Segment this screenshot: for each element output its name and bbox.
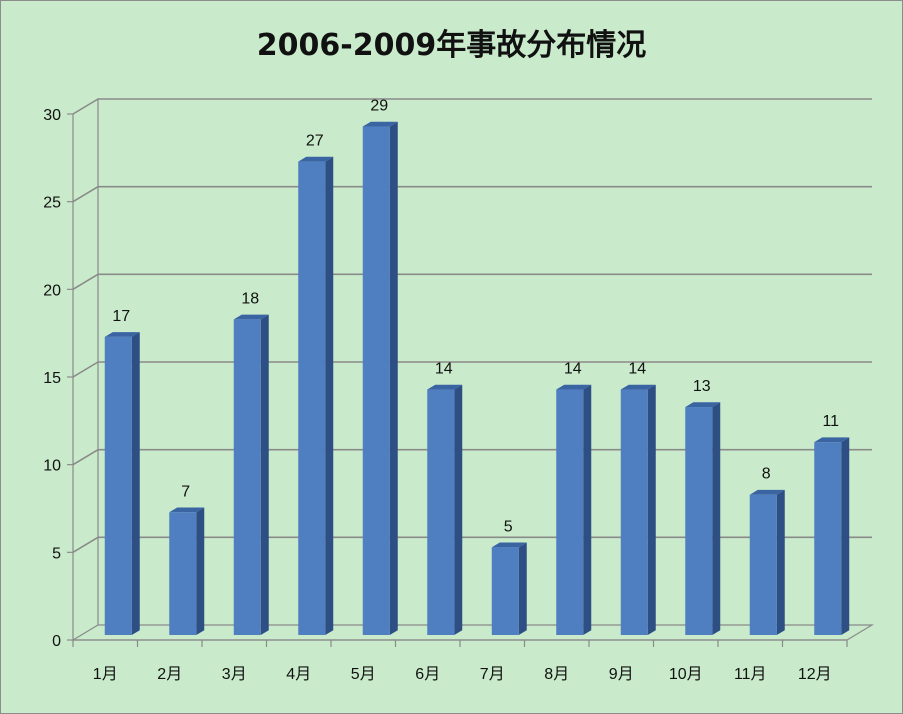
- bar-side: [776, 489, 785, 635]
- data-label: 5: [504, 518, 513, 535]
- gridline: [72, 448, 872, 466]
- data-label: 11: [822, 413, 839, 430]
- bar-top: [556, 384, 592, 390]
- chart-title: 2006-2009年事故分布情况: [256, 28, 647, 63]
- bar: [491, 547, 519, 635]
- y-tick-label: 20: [43, 282, 61, 299]
- bar-top: [814, 437, 850, 443]
- bar-top: [685, 402, 721, 408]
- x-tick-label: 7月: [480, 666, 505, 683]
- bar-side: [454, 384, 463, 635]
- x-tick-label: 6月: [415, 666, 440, 683]
- bar-side: [196, 507, 205, 635]
- x-tick-label: 10月: [669, 666, 703, 683]
- gridline: [72, 536, 872, 554]
- gridline: [72, 98, 872, 115]
- bar: [620, 389, 648, 635]
- bar-top: [233, 314, 269, 320]
- bar-side: [131, 332, 140, 635]
- bar: [749, 494, 777, 635]
- bar: [104, 336, 132, 635]
- x-tick-label: 11月: [734, 666, 767, 683]
- data-label: 29: [370, 98, 388, 115]
- bar-side: [518, 542, 527, 635]
- x-tick-label: 3月: [222, 666, 247, 683]
- y-tick-label: 15: [43, 370, 61, 387]
- bar-side: [583, 384, 592, 635]
- gridline: [72, 185, 872, 203]
- gridline: [72, 273, 872, 291]
- x-tick-label: 5月: [351, 666, 376, 683]
- bar-top: [104, 332, 140, 337]
- bar: [298, 161, 326, 635]
- bar-side: [712, 402, 721, 635]
- bar-top: [491, 542, 527, 548]
- bar: [685, 407, 713, 635]
- data-label: 18: [241, 290, 259, 307]
- data-label: 14: [628, 361, 646, 378]
- data-label: 17: [112, 308, 130, 325]
- bar-top: [298, 156, 334, 162]
- y-tick-label: 0: [52, 633, 61, 650]
- data-label: 14: [564, 361, 582, 378]
- bar: [169, 512, 197, 635]
- y-tick-label: 5: [52, 545, 61, 562]
- bar-top: [620, 384, 656, 390]
- x-tick-label: 12月: [798, 666, 832, 683]
- data-label: 13: [693, 378, 711, 395]
- bar-top: [362, 121, 398, 127]
- x-tick-label: 1月: [93, 666, 118, 683]
- x-tick-label: 8月: [544, 666, 569, 683]
- bar-side: [389, 121, 398, 635]
- data-label: 8: [762, 466, 771, 483]
- bar: [556, 389, 584, 635]
- bar-top: [749, 489, 785, 495]
- x-tick-label: 9月: [609, 666, 634, 683]
- bar: [362, 126, 390, 636]
- bar-top: [169, 507, 205, 513]
- bar: [233, 319, 261, 635]
- data-label: 7: [181, 483, 190, 500]
- y-tick-label: 10: [43, 458, 61, 475]
- bar-side: [647, 384, 656, 635]
- bar-side: [260, 314, 269, 635]
- bar-side: [325, 156, 334, 636]
- bar-top: [427, 384, 463, 390]
- bar-side: [841, 437, 850, 635]
- x-tick-label: 2月: [157, 666, 182, 683]
- data-label: 14: [435, 361, 453, 378]
- gridline: [72, 361, 872, 378]
- y-tick-label: 25: [43, 195, 61, 212]
- bar: [427, 389, 455, 635]
- x-tick-label: 4月: [286, 666, 311, 683]
- data-label: 27: [306, 133, 324, 150]
- y-tick-label: 30: [43, 107, 61, 124]
- bar: [814, 442, 842, 635]
